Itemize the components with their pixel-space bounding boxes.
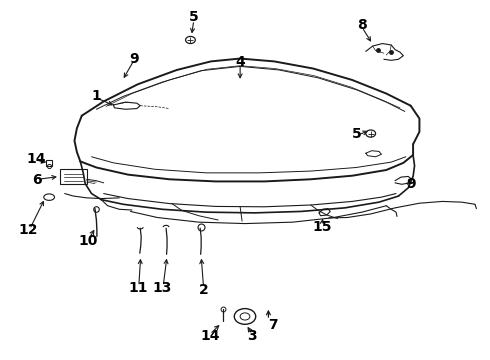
Text: 14: 14 bbox=[27, 152, 46, 166]
Text: 6: 6 bbox=[32, 173, 41, 187]
Text: 12: 12 bbox=[19, 223, 38, 237]
Text: 1: 1 bbox=[92, 89, 101, 103]
Text: 9: 9 bbox=[406, 176, 416, 190]
Text: 4: 4 bbox=[235, 55, 245, 69]
Text: 11: 11 bbox=[128, 281, 147, 295]
Text: 10: 10 bbox=[78, 234, 98, 248]
Text: 8: 8 bbox=[357, 18, 367, 32]
Text: 2: 2 bbox=[199, 283, 208, 297]
Text: 5: 5 bbox=[189, 10, 199, 24]
Text: 15: 15 bbox=[312, 220, 332, 234]
Text: 14: 14 bbox=[200, 329, 220, 343]
Text: 3: 3 bbox=[247, 329, 257, 343]
Text: 7: 7 bbox=[269, 318, 278, 332]
Bar bbox=[60, 169, 87, 184]
Text: 13: 13 bbox=[152, 281, 172, 295]
Text: 5: 5 bbox=[352, 127, 362, 140]
Text: 9: 9 bbox=[129, 51, 139, 66]
